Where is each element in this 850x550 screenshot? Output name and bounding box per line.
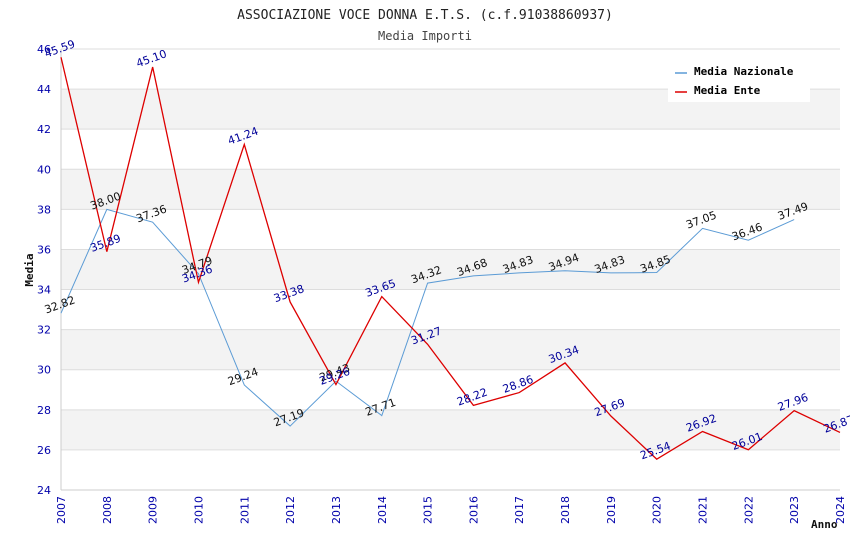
y-tick-label: 32 [37, 324, 51, 337]
y-tick-label: 36 [37, 243, 51, 256]
y-tick-label: 34 [37, 284, 51, 297]
legend: Media Nazionale Media Ente [668, 58, 810, 102]
y-tick-label: 40 [37, 163, 51, 176]
y-tick-label: 26 [37, 444, 51, 457]
y-axis-label: Media [23, 253, 36, 286]
x-tick-label: 2007 [55, 496, 68, 524]
y-tick-label: 44 [37, 83, 51, 96]
x-tick-label: 2020 [651, 496, 664, 524]
grid-band [61, 169, 840, 210]
x-tick-label: 2017 [513, 496, 526, 524]
x-axis-label: Anno [811, 518, 838, 531]
x-tick-label: 2016 [467, 496, 480, 524]
legend-label-nazionale: Media Nazionale [694, 65, 794, 78]
data-label: 45.59 [43, 37, 77, 60]
y-tick-label: 28 [37, 404, 51, 417]
grid-band [61, 329, 840, 370]
x-tick-label: 2021 [697, 496, 710, 524]
x-tick-labels: 2007 2008 2009 2010 2011 2012 2013 2014 2015 2016… [55, 496, 847, 524]
x-tick-label: 2023 [788, 496, 801, 524]
y-tick-label: 24 [37, 484, 51, 497]
series-lines [60, 57, 841, 460]
series-line-ente [60, 57, 841, 460]
x-tick-label: 2019 [605, 496, 618, 524]
y-tick-label: 42 [37, 123, 51, 136]
data-label: 32.82 [43, 293, 77, 316]
data-label: 37.05 [684, 209, 718, 232]
data-label: 28.22 [455, 386, 489, 409]
x-tick-label: 2018 [559, 496, 572, 524]
legend-label-ente: Media Ente [694, 84, 761, 97]
data-label: 45.10 [134, 47, 168, 70]
axes [60, 49, 840, 491]
x-tick-label: 2010 [192, 496, 205, 524]
chart-title: ASSOCIAZIONE VOCE DONNA E.T.S. (c.f.9103… [237, 8, 613, 23]
y-tick-label: 46 [37, 43, 51, 56]
grid-band [61, 409, 840, 450]
x-tick-label: 2024 [834, 496, 847, 524]
chart-subtitle: Media Importi [378, 29, 472, 43]
x-tick-label: 2011 [238, 496, 251, 524]
x-tick-label: 2022 [742, 496, 755, 524]
y-tick-label: 30 [37, 364, 51, 377]
x-tick-label: 2009 [147, 496, 160, 524]
legend-box [668, 58, 810, 102]
series-line-nazionale [60, 208, 795, 427]
x-tick-label: 2014 [376, 496, 389, 524]
grid-bands [61, 89, 840, 450]
grid-band [61, 249, 840, 290]
x-tick-label: 2008 [101, 496, 114, 524]
x-tick-label: 2013 [330, 496, 343, 524]
x-tick-label: 2015 [422, 496, 435, 524]
y-tick-label: 38 [37, 203, 51, 216]
y-tick-labels: 24 26 28 30 32 34 36 38 40 42 44 46 [37, 43, 51, 497]
x-tick-label: 2012 [284, 496, 297, 524]
